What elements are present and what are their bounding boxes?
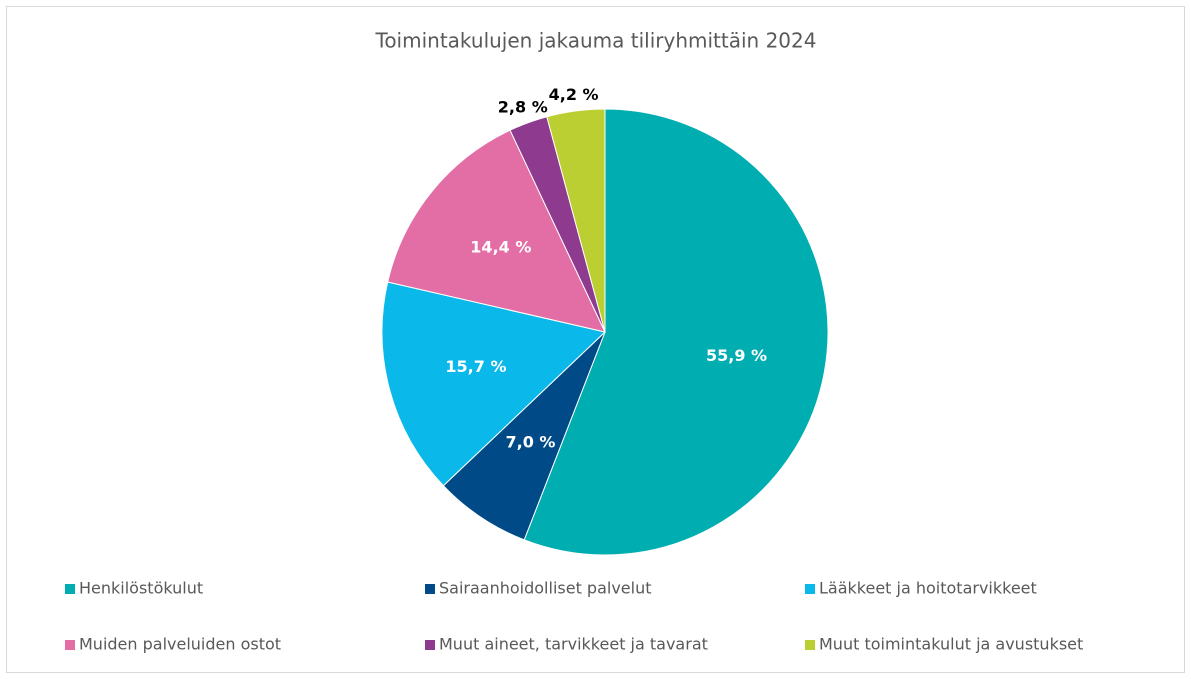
legend-swatch: [805, 584, 815, 594]
legend-label: Sairaanhoidolliset palvelut: [439, 579, 652, 598]
legend-label: Muiden palveluiden ostot: [79, 635, 281, 654]
pie-slice: [546, 108, 606, 333]
legend-swatch: [805, 640, 815, 650]
pie-slice: [381, 281, 607, 487]
chart-title: Toimintakulujen jakauma tiliryhmittäin 2…: [375, 29, 817, 53]
data-label: 15,7 %: [445, 357, 506, 376]
data-label: 2,8 %: [498, 98, 548, 117]
legend-swatch: [65, 584, 75, 594]
legend-swatch: [425, 584, 435, 594]
data-label: 7,0 %: [506, 433, 556, 452]
data-label: 55,9 %: [706, 346, 767, 365]
pie-slice: [387, 129, 606, 333]
legend-label: Lääkkeet ja hoitotarvikkeet: [819, 579, 1037, 598]
data-label: 4,2 %: [549, 85, 599, 104]
legend-label: Henkilöstökulut: [79, 579, 203, 598]
legend-swatch: [65, 640, 75, 650]
pie-slice: [523, 108, 829, 556]
legend-label: Muut aineet, tarvikkeet ja tavarat: [439, 635, 708, 654]
legend-label: Muut toimintakulut ja avustukset: [819, 635, 1083, 654]
legend-swatch: [425, 640, 435, 650]
data-label: 14,4 %: [470, 238, 531, 257]
